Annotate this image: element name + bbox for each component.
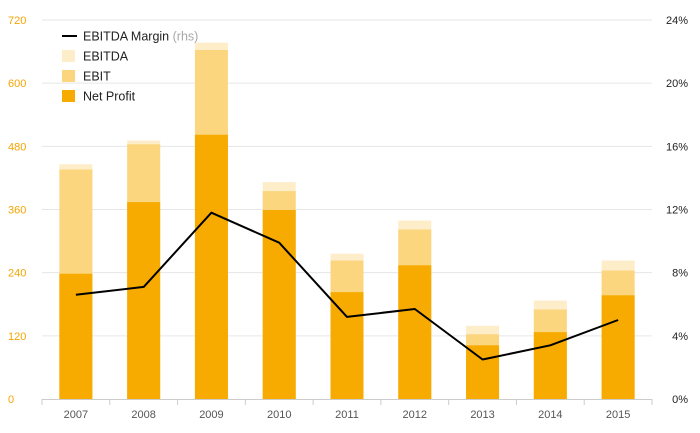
bar-net-profit-2010 bbox=[262, 210, 296, 399]
ebitda-margin-line bbox=[75, 211, 619, 361]
bar-net-profit-2008 bbox=[127, 202, 161, 399]
legend-label-net-profit: Net Profit bbox=[83, 90, 136, 104]
y-right-tick-label: 20% bbox=[666, 78, 688, 90]
y-left-tick-label: 360 bbox=[8, 205, 26, 217]
bar-net-profit-2015 bbox=[601, 295, 635, 399]
bar-net-profit-2013 bbox=[466, 345, 500, 399]
y-left-tick-label: 480 bbox=[8, 141, 26, 153]
legend-swatch-ebit bbox=[62, 70, 75, 82]
axes: 2007 2008 2009 2010 2011 2012 2013 2014 2015 0 120… bbox=[8, 15, 688, 421]
y-right-tick-label: 12% bbox=[666, 205, 688, 217]
x-tick-label-2010: 2010 bbox=[267, 409, 291, 421]
x-tick-label-2009: 2009 bbox=[199, 409, 223, 421]
margin-line-group bbox=[75, 211, 619, 361]
y-right-tick-label: 4% bbox=[672, 331, 688, 343]
legend: EBITDA Margin (rhs) EBITDA EBIT Net Profit bbox=[62, 30, 198, 104]
legend-swatch-net-profit bbox=[62, 90, 75, 102]
x-tick-label-2008: 2008 bbox=[131, 409, 155, 421]
y-right-tick-label: 0% bbox=[672, 394, 688, 406]
bar-net-profit-2011 bbox=[330, 292, 364, 399]
y-left-tick-label: 600 bbox=[8, 78, 26, 90]
bar-net-profit-2012 bbox=[398, 265, 432, 399]
x-tick-label-2015: 2015 bbox=[606, 409, 630, 421]
y-right-tick-label: 16% bbox=[666, 141, 688, 153]
x-tick-label-2011: 2011 bbox=[335, 409, 359, 421]
legend-label-ebitda: EBITDA bbox=[83, 50, 129, 64]
x-tick-label-2014: 2014 bbox=[538, 409, 562, 421]
y-right-tick-label: 8% bbox=[672, 268, 688, 280]
bar-net-profit-2009 bbox=[194, 134, 228, 399]
y-left-tick-label: 0 bbox=[8, 394, 14, 406]
y-left-tick-label: 120 bbox=[8, 331, 26, 343]
x-tick-label-2007: 2007 bbox=[64, 409, 88, 421]
legend-label-ebitda-margin: EBITDA Margin (rhs) bbox=[83, 30, 198, 44]
x-tick-label-2012: 2012 bbox=[403, 409, 427, 421]
y-right-tick-label: 24% bbox=[666, 15, 688, 27]
x-tick-label-2013: 2013 bbox=[470, 409, 494, 421]
legend-swatch-ebitda bbox=[62, 50, 75, 62]
y-left-tick-label: 720 bbox=[8, 15, 26, 27]
y-left-tick-label: 240 bbox=[8, 268, 26, 280]
bar-net-profit-2014 bbox=[533, 332, 567, 399]
legend-label-ebit: EBIT bbox=[83, 70, 111, 84]
bars bbox=[59, 42, 635, 400]
legend-suffix-rhs: (rhs) bbox=[169, 30, 198, 44]
